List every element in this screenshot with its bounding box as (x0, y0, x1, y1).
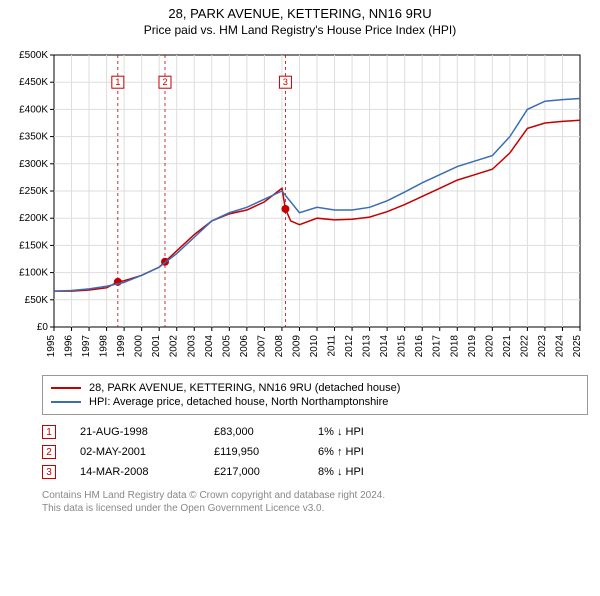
sale-date: 21-AUG-1998 (80, 426, 190, 438)
svg-text:2012: 2012 (344, 335, 355, 358)
svg-text:£200K: £200K (19, 213, 48, 224)
sale-diff: 1% ↓ HPI (318, 426, 364, 438)
sales-table: 1 21-AUG-1998 £83,000 1% ↓ HPI 2 02-MAY-2001 £… (42, 425, 588, 479)
sale-marker: 1 (42, 425, 56, 439)
svg-text:2024: 2024 (554, 335, 565, 358)
footer-line: This data is licensed under the Open Gov… (42, 502, 588, 515)
sale-date: 14-MAR-2008 (80, 466, 190, 478)
svg-text:2022: 2022 (519, 335, 530, 358)
svg-text:1998: 1998 (99, 335, 110, 358)
svg-text:2025: 2025 (572, 335, 583, 358)
svg-text:1999: 1999 (116, 335, 127, 358)
svg-text:£250K: £250K (19, 186, 48, 197)
svg-text:2019: 2019 (467, 335, 478, 358)
svg-text:1997: 1997 (81, 335, 92, 358)
svg-text:2002: 2002 (169, 335, 180, 358)
svg-text:2023: 2023 (537, 335, 548, 358)
svg-text:2000: 2000 (134, 335, 145, 358)
sale-row: 1 21-AUG-1998 £83,000 1% ↓ HPI (42, 425, 588, 439)
sale-row: 3 14-MAR-2008 £217,000 8% ↓ HPI (42, 465, 588, 479)
svg-text:2001: 2001 (151, 335, 162, 358)
svg-text:2006: 2006 (239, 335, 250, 358)
legend: 28, PARK AVENUE, KETTERING, NN16 9RU (de… (42, 375, 588, 415)
legend-swatch (51, 387, 81, 389)
svg-text:3: 3 (283, 77, 288, 87)
legend-label: 28, PARK AVENUE, KETTERING, NN16 9RU (de… (89, 382, 400, 394)
chart-container: £0 £50K £100K £150K £200K £250K £300K £350K £400… (12, 47, 588, 367)
price-chart: £0 £50K £100K £150K £200K £250K £300K £350K £400… (12, 47, 588, 367)
legend-swatch (51, 401, 81, 403)
svg-text:2015: 2015 (397, 335, 408, 358)
svg-text:2014: 2014 (379, 335, 390, 358)
svg-text:2007: 2007 (256, 335, 267, 358)
svg-text:2: 2 (162, 77, 167, 87)
svg-text:£400K: £400K (19, 104, 48, 115)
svg-text:£50K: £50K (25, 295, 49, 306)
svg-text:£350K: £350K (19, 132, 48, 143)
svg-text:2009: 2009 (291, 335, 302, 358)
legend-label: HPI: Average price, detached house, Nort… (89, 396, 388, 408)
svg-text:£450K: £450K (19, 77, 48, 88)
svg-text:£0: £0 (37, 322, 49, 333)
sale-marker: 3 (42, 465, 56, 479)
sale-price: £83,000 (214, 426, 294, 438)
svg-text:1: 1 (115, 77, 120, 87)
footer-attribution: Contains HM Land Registry data © Crown c… (42, 489, 588, 515)
svg-text:2010: 2010 (309, 335, 320, 358)
svg-text:1996: 1996 (64, 335, 75, 358)
svg-text:2011: 2011 (327, 335, 338, 357)
sale-price: £119,950 (214, 446, 294, 458)
legend-row: HPI: Average price, detached house, Nort… (51, 396, 579, 408)
svg-text:1995: 1995 (46, 335, 57, 358)
svg-text:2005: 2005 (221, 335, 232, 358)
svg-text:2013: 2013 (362, 335, 373, 358)
svg-text:2017: 2017 (432, 335, 443, 358)
svg-text:2004: 2004 (204, 335, 215, 358)
svg-text:2003: 2003 (186, 335, 197, 358)
svg-text:£100K: £100K (19, 268, 48, 279)
chart-title: 28, PARK AVENUE, KETTERING, NN16 9RU (0, 6, 600, 21)
svg-text:2018: 2018 (449, 335, 460, 358)
svg-text:2020: 2020 (484, 335, 495, 358)
sale-date: 02-MAY-2001 (80, 446, 190, 458)
svg-text:2008: 2008 (274, 335, 285, 358)
chart-subtitle: Price paid vs. HM Land Registry's House … (0, 23, 600, 37)
footer-line: Contains HM Land Registry data © Crown c… (42, 489, 588, 502)
sale-diff: 8% ↓ HPI (318, 466, 364, 478)
svg-text:£150K: £150K (19, 240, 48, 251)
sale-price: £217,000 (214, 466, 294, 478)
svg-text:2016: 2016 (414, 335, 425, 358)
svg-text:2021: 2021 (502, 335, 513, 358)
sale-row: 2 02-MAY-2001 £119,950 6% ↑ HPI (42, 445, 588, 459)
svg-text:£300K: £300K (19, 159, 48, 170)
sale-diff: 6% ↑ HPI (318, 446, 364, 458)
legend-row: 28, PARK AVENUE, KETTERING, NN16 9RU (de… (51, 382, 579, 394)
sale-marker: 2 (42, 445, 56, 459)
svg-text:£500K: £500K (19, 50, 48, 61)
